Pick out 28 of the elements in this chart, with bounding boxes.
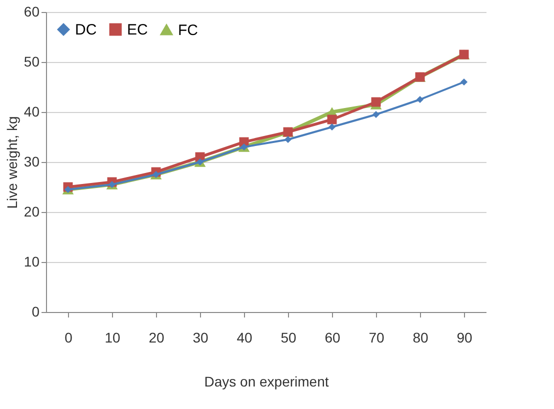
x-tick-label: 30 bbox=[192, 330, 208, 346]
y-tick-label: 60 bbox=[24, 4, 40, 20]
x-tick-label: 60 bbox=[324, 330, 340, 346]
x-tick-label: 90 bbox=[456, 330, 472, 346]
x-tick-label: 50 bbox=[280, 330, 296, 346]
x-tick-label: 0 bbox=[64, 330, 73, 346]
legend-label: DC bbox=[75, 22, 97, 39]
x-tick-label: 70 bbox=[368, 330, 384, 346]
y-tick-label: 10 bbox=[24, 254, 40, 270]
legend-label: EC bbox=[127, 22, 148, 39]
point bbox=[460, 78, 468, 86]
y-tick-label: 20 bbox=[24, 204, 40, 220]
x-tick-label: 80 bbox=[412, 330, 428, 346]
y-tick-label: 50 bbox=[24, 54, 40, 70]
point bbox=[372, 110, 380, 118]
point bbox=[371, 97, 381, 107]
y-tick-label: 30 bbox=[24, 154, 40, 170]
point bbox=[416, 96, 424, 104]
legend-label: FC bbox=[178, 22, 198, 39]
x-tick-label: 40 bbox=[236, 330, 252, 346]
point bbox=[328, 123, 336, 131]
y-axis-title: Live weight, kg bbox=[4, 116, 20, 209]
x-tick-label: 20 bbox=[148, 330, 164, 346]
y-tick-label: 40 bbox=[24, 104, 40, 120]
y-tick-label: 0 bbox=[32, 304, 40, 320]
x-tick-label: 10 bbox=[104, 330, 120, 346]
point bbox=[284, 136, 292, 144]
x-axis-title: Days on experiment bbox=[204, 374, 329, 390]
